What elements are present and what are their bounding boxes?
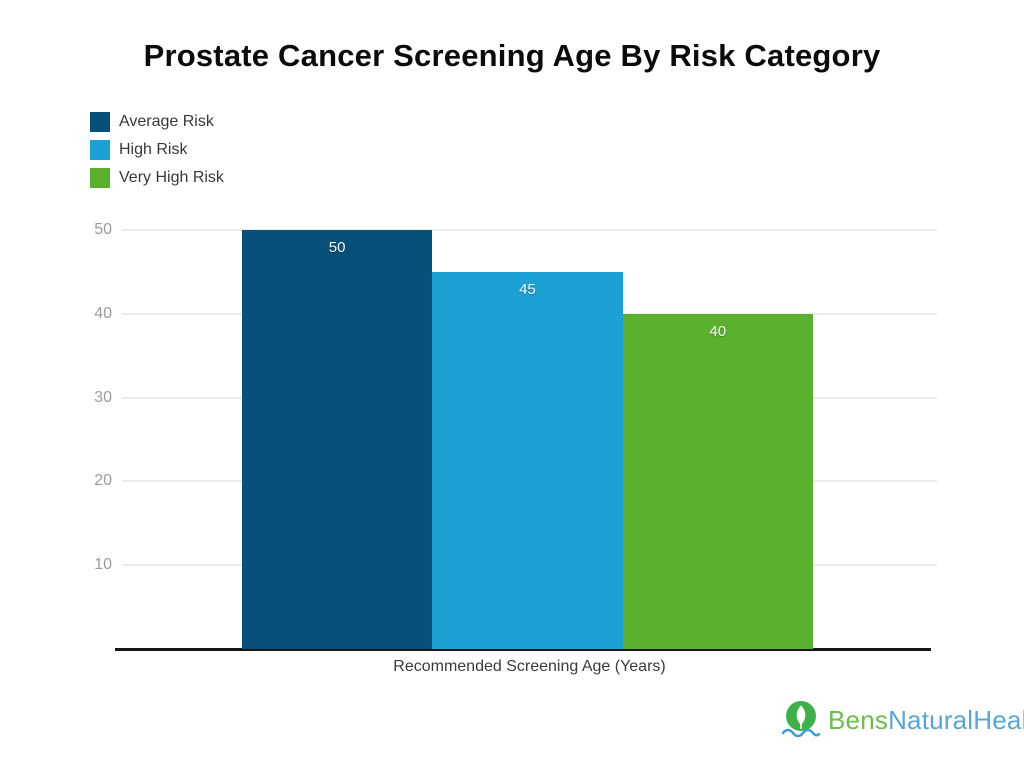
logo-text-secondary: NaturalHealth [888,704,1024,735]
chart-title: Prostate Cancer Screening Age By Risk Ca… [143,38,881,73]
legend-item-high-risk: High Risk [90,136,224,164]
logo-text-primary: Bens [828,704,889,735]
x-axis-title: Recommended Screening Age (Years) [393,658,666,675]
legend: Average Risk High Risk Very High Risk [90,108,224,192]
bar-average-risk [242,230,433,649]
y-tick-label: 50 [94,221,112,238]
bar-high-risk [432,271,623,649]
legend-label: Very High Risk [119,169,224,186]
brand-logo: BensNaturalHealth [781,699,1024,741]
legend-swatch [90,112,110,132]
y-tick-label: 40 [94,304,112,322]
legend-item-average-risk: Average Risk [90,108,224,136]
legend-label: Average Risk [119,113,214,130]
y-tick-label: 30 [94,388,112,406]
bar-value-label: 40 [709,322,727,340]
legend-swatch [90,168,110,188]
legend-swatch [90,140,110,160]
leaf-icon [781,701,821,738]
logo-text: BensNaturalHealth [828,705,1024,736]
y-tick-label: 10 [94,556,112,574]
bar-value-label: 45 [519,280,536,298]
x-axis-line [115,648,931,651]
bar-value-label: 50 [328,239,346,256]
bar-very-high-risk [622,313,813,649]
y-tick-label: 20 [94,472,112,490]
legend-item-very-high-risk: Very High Risk [90,164,224,192]
y-gridline [122,229,937,231]
legend-label: High Risk [119,141,188,158]
